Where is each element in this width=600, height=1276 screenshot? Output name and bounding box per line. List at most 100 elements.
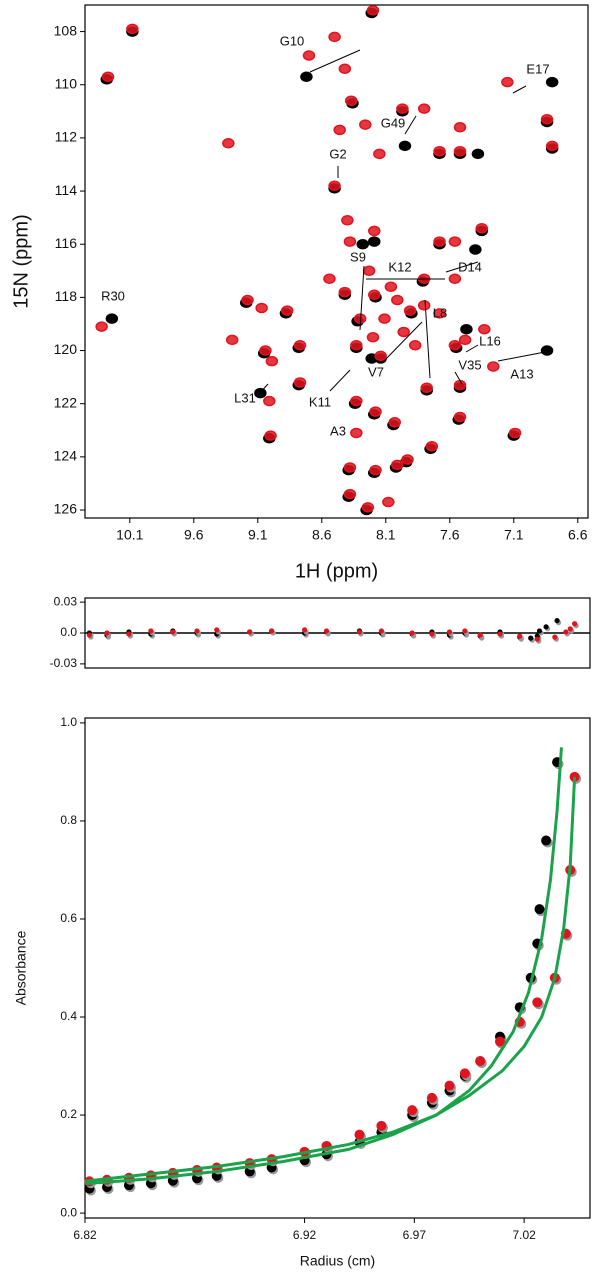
y-tick-label: 0.8: [60, 813, 77, 827]
annotation-leader: [257, 383, 269, 396]
peak-annotation: A3: [330, 423, 346, 438]
point: [541, 835, 552, 846]
peak: [350, 395, 363, 407]
peak: [323, 273, 336, 285]
peak: [368, 225, 381, 237]
peak-annotation: V35: [458, 357, 481, 372]
peak: [369, 464, 382, 476]
peak: [453, 379, 467, 391]
y-tick-label: 114: [55, 182, 78, 198]
point: [536, 628, 543, 634]
peak: [425, 440, 439, 452]
annotation-leader: [359, 265, 365, 331]
annotation-leader: [497, 351, 546, 362]
point: [477, 632, 483, 638]
peak: [396, 103, 409, 114]
point: [534, 904, 545, 915]
point: [170, 629, 176, 635]
point: [269, 628, 275, 634]
peak: [356, 238, 369, 250]
peak: [378, 313, 391, 324]
point: [497, 631, 503, 637]
peak-annotation: V7: [368, 364, 384, 379]
peak: [293, 339, 307, 351]
point: [563, 629, 569, 635]
peak-annotation: L16: [479, 333, 501, 348]
annotation-leader: [445, 261, 479, 273]
y-tick-label: 108: [54, 22, 78, 38]
peak: [225, 334, 239, 346]
peak-annotation: G2: [329, 146, 346, 161]
peak: [105, 313, 119, 324]
peak-annotation: E17: [526, 61, 549, 76]
point: [572, 621, 578, 627]
point: [552, 634, 558, 640]
x-tick-label: 6.97: [403, 1228, 427, 1242]
y-axis-label: 15N (ppm): [10, 214, 32, 308]
annotation-leader: [309, 49, 361, 73]
y-tick-label: 112: [55, 129, 78, 145]
point: [429, 631, 435, 637]
annotation-leader: [512, 85, 527, 94]
point: [247, 629, 253, 635]
y-tick-label: 0.4: [60, 1009, 77, 1023]
x-tick-label: 6.82: [73, 1228, 97, 1242]
peak: [388, 417, 401, 428]
peak: [101, 71, 115, 83]
peak: [95, 321, 108, 332]
peak: [448, 339, 462, 351]
point: [446, 629, 453, 635]
point: [543, 624, 549, 630]
x-tick-label: 6.6: [568, 527, 588, 543]
x-tick-label: 9.1: [248, 527, 268, 543]
y-tick-label: 110: [55, 75, 78, 91]
peak: [403, 305, 417, 316]
peak: [361, 502, 375, 513]
peak: [433, 236, 446, 247]
peak: [453, 145, 467, 157]
peak: [241, 294, 254, 306]
peak: [302, 50, 316, 61]
point: [494, 1036, 505, 1047]
peak: [368, 289, 381, 300]
peak: [382, 496, 395, 508]
peak-annotation: L8: [433, 305, 447, 320]
peak: [545, 140, 559, 152]
x-tick-label: 7.02: [512, 1228, 536, 1242]
point: [194, 628, 200, 634]
y-tick-label: 0.2: [60, 1107, 77, 1121]
point: [214, 627, 220, 633]
point: [475, 1056, 486, 1067]
point: [104, 630, 110, 636]
peak: [458, 334, 472, 346]
y-tick-label: 118: [55, 288, 78, 304]
point: [426, 1092, 437, 1103]
peak: [369, 406, 382, 417]
point: [554, 618, 560, 624]
peak-annotation: G10: [280, 33, 305, 48]
point: [376, 1120, 387, 1131]
peak: [397, 326, 410, 338]
x-tick-label: 7.1: [504, 527, 524, 543]
peak: [374, 350, 387, 362]
peak: [391, 459, 404, 471]
peak: [366, 5, 380, 16]
y-axis-label: Absorbance: [13, 930, 29, 1005]
peak: [417, 103, 431, 114]
peak-annotation: G49: [381, 115, 406, 130]
x-tick-label: 9.6: [184, 527, 204, 543]
annotation-leader: [454, 371, 463, 385]
peak: [433, 308, 446, 319]
y-tick-label: -0.03: [50, 656, 78, 670]
point: [126, 631, 132, 637]
peak: [384, 281, 398, 293]
peak: [341, 215, 354, 226]
peak: [391, 294, 404, 306]
peak: [417, 300, 431, 311]
peak-annotation: K11: [309, 394, 331, 409]
peak: [545, 76, 559, 88]
peak: [448, 236, 462, 247]
peak: [433, 145, 446, 157]
peak: [453, 122, 467, 133]
